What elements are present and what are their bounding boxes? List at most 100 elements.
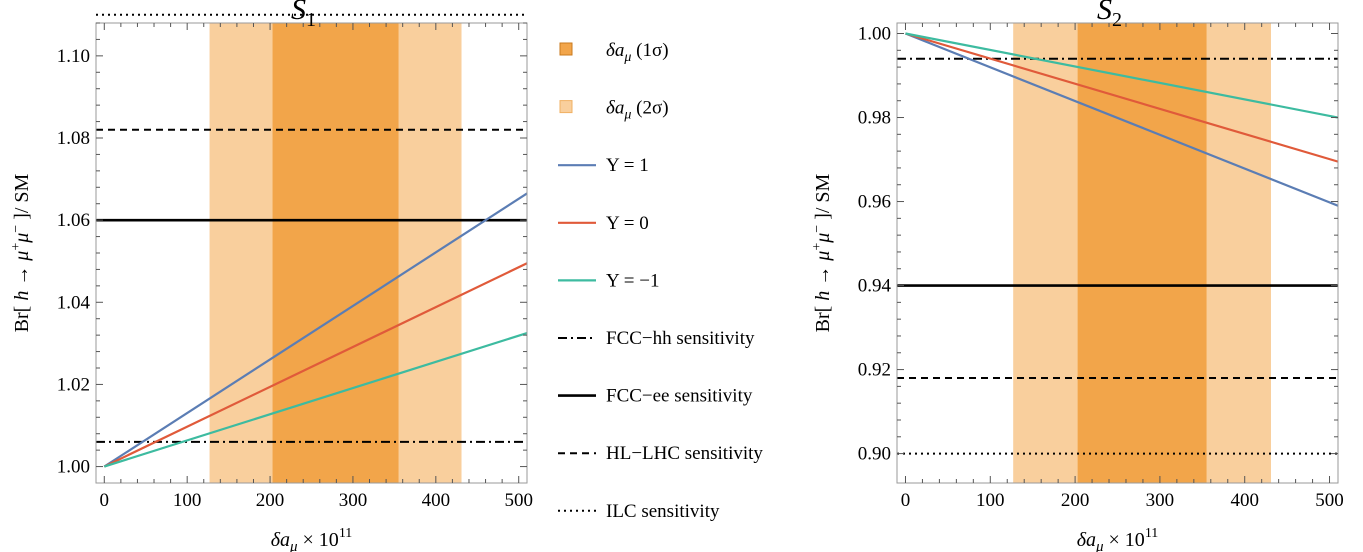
y-tick-label: 0.90 (858, 444, 891, 465)
chart-s2: 0 100 200 300 400 500 0.90 0.92 0.94 0.96 0.98 1.00… (810, 0, 1344, 552)
y-tick-label: 1.00 (858, 24, 891, 45)
legend-item-fccee: FCC−ee sensitivity (558, 386, 753, 407)
y-axis-label-plus: + (810, 243, 825, 251)
x-tick-label: 200 (256, 490, 285, 511)
x-axis-label-sub: μ (289, 539, 298, 552)
x-tick-label: 300 (339, 490, 368, 511)
y-axis-label-sm: ]/ SM (11, 173, 33, 224)
legend-text: Y = −1 (606, 270, 659, 291)
x-axis-label-main: δa (1077, 529, 1096, 551)
series-line-2 (103, 262, 528, 468)
x-tick-label: 500 (1315, 490, 1344, 511)
y-tick-label: 1.06 (57, 210, 90, 231)
chart-s1: 0 100 200 300 400 500 1.00 1.02 1.04 1.06 1.08 1.10… (9, 0, 533, 552)
legend-item-band2: δaμ (2σ) (559, 98, 669, 123)
x-tick-label: 300 (1146, 490, 1175, 511)
chart-title-main: S (1097, 0, 1112, 26)
legend-swatch-band2 (559, 100, 573, 114)
legend-text: Y = 1 (606, 155, 649, 176)
legend-text: δa (606, 98, 624, 119)
x-axis-label-sub: μ (1095, 539, 1104, 552)
y-axis-label-br: Br[ (11, 301, 33, 333)
series-line-1 (905, 32, 1339, 207)
plot-frame (896, 22, 1339, 484)
legend-item-yp1: Y = 1 (558, 155, 649, 176)
chart-title: S2 (1097, 0, 1122, 31)
y-tick-label: 0.98 (858, 108, 891, 129)
legend-item-ym1: Y = −1 (558, 270, 659, 291)
y-axis-label-mu1: μ (11, 251, 33, 262)
y-tick-label: 0.96 (858, 192, 891, 213)
x-tick-label: 100 (976, 490, 1005, 511)
x-axis-label: δaμ × 1011 (271, 526, 353, 552)
y-axis-label-mu2: μ (11, 233, 33, 244)
y-axis-label-arrow: → (11, 261, 33, 291)
chart-title: S1 (291, 0, 316, 31)
chart-title-sub: 2 (1112, 9, 1122, 31)
series-line-1 (103, 192, 528, 468)
y-tick-label: 1.00 (57, 457, 90, 478)
legend-label-ilc: ILC sensitivity (606, 501, 720, 522)
legend-text: ILC sensitivity (606, 501, 720, 522)
y-axis-label-mu1: μ (812, 251, 834, 262)
legend-text-sub: μ (623, 50, 631, 65)
y-axis-label: Br[ h → μ+μ− ]/ SM (9, 173, 33, 332)
x-tick-label: 500 (504, 490, 533, 511)
y-tick-label: 1.04 (57, 292, 91, 313)
y-tick-label: 0.92 (858, 360, 891, 381)
legend-text-sub: μ (623, 108, 631, 123)
y-tick-label: 1.10 (57, 46, 90, 67)
x-axis-label-times: × 10 (1104, 529, 1145, 551)
x-axis-label-exp: 11 (339, 526, 352, 541)
x-axis-label-times: × 10 (298, 529, 339, 551)
legend-item-ilc: ILC sensitivity (558, 501, 720, 522)
x-axis-label-exp: 11 (1145, 526, 1158, 541)
x-tick-label: 0 (100, 490, 110, 511)
band-1sigma (272, 23, 399, 483)
legend-text: HL−LHC sensitivity (606, 443, 763, 464)
x-tick-label: 100 (173, 490, 202, 511)
legend-item-band1: δaμ (1σ) (559, 40, 669, 65)
legend-label-hllhc: HL−LHC sensitivity (606, 443, 763, 464)
y-axis-label-br: Br[ (812, 301, 834, 333)
legend-text: δa (606, 40, 624, 61)
legend-text: FCC−hh sensitivity (606, 328, 755, 349)
x-axis-label: δaμ × 1011 (1077, 526, 1159, 552)
chart-title-sub: 1 (306, 9, 316, 31)
legend-label-band1: δaμ (1σ) (606, 40, 669, 65)
series-line-3 (103, 332, 528, 468)
legend-text-suffix: (1σ) (631, 40, 668, 61)
y-tick-label: 0.94 (858, 276, 892, 297)
legend-label-fcchh: FCC−hh sensitivity (606, 328, 755, 349)
legend-label-ym1: Y = −1 (606, 270, 659, 291)
legend-item-y0: Y = 0 (558, 213, 649, 234)
legend-label-fccee: FCC−ee sensitivity (606, 386, 753, 407)
x-axis-label-main: δa (271, 529, 290, 551)
y-axis-label-minus: − (9, 225, 24, 233)
y-axis-label-h: h (11, 291, 33, 301)
series-line-2 (905, 32, 1339, 163)
chart-title-main: S (291, 0, 306, 26)
y-axis-label: Br[ h → μ+μ− ]/ SM (810, 173, 834, 332)
x-tick-label: 0 (901, 490, 911, 511)
legend-item-fcchh: FCC−hh sensitivity (558, 328, 755, 349)
legend-item-hllhc: HL−LHC sensitivity (558, 443, 763, 464)
legend-swatch-band1 (559, 42, 573, 56)
y-axis-label-plus: + (9, 243, 24, 251)
legend-text: FCC−ee sensitivity (606, 386, 753, 407)
legend-text: Y = 0 (606, 213, 649, 234)
y-tick-label: 1.02 (57, 374, 90, 395)
y-axis-label-h: h (812, 291, 834, 301)
y-tick-label: 1.08 (57, 128, 90, 149)
y-axis-label-mu2: μ (812, 233, 834, 244)
x-tick-label: 200 (1061, 490, 1090, 511)
y-axis-label-arrow: → (812, 261, 834, 291)
legend-label-band2: δaμ (2σ) (606, 98, 669, 123)
legend-label-yp1: Y = 1 (606, 155, 649, 176)
y-axis-label-sm: ]/ SM (812, 173, 834, 224)
series-line-3 (905, 32, 1339, 119)
band-1sigma (1077, 23, 1207, 483)
x-tick-label: 400 (422, 490, 451, 511)
